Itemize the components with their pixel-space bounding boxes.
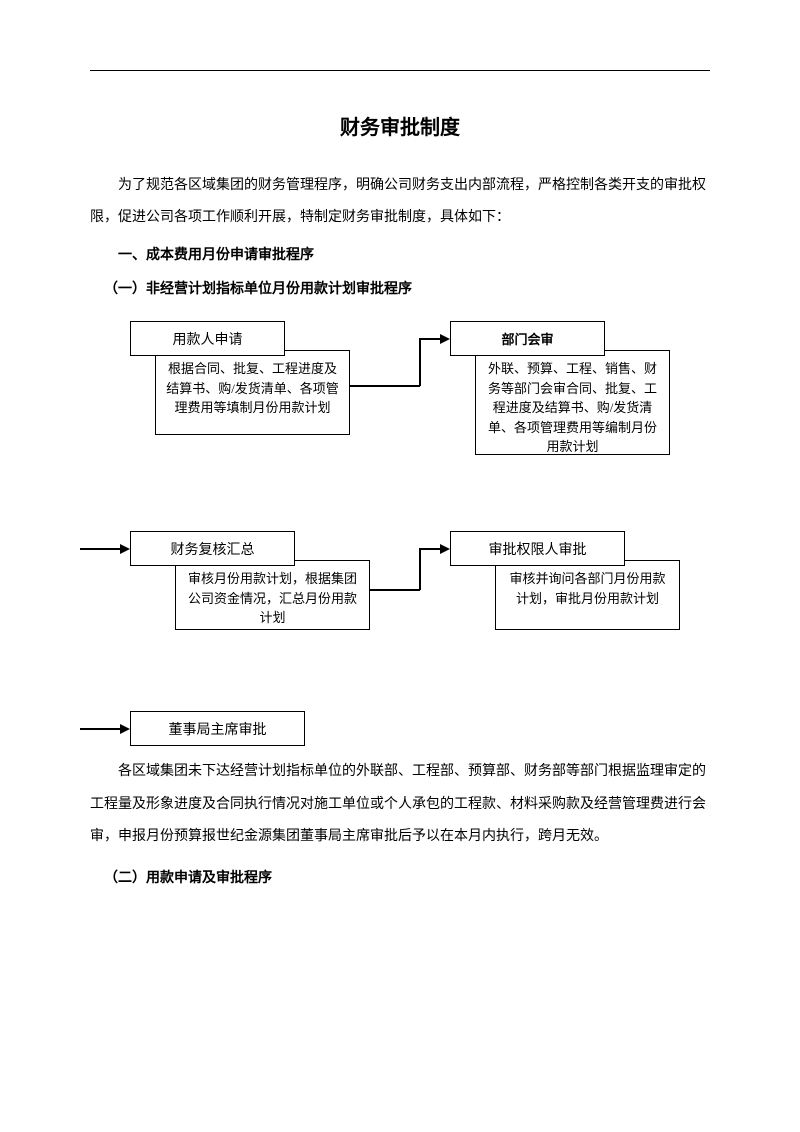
flowchart-node-title: 部门会审 bbox=[450, 321, 605, 356]
flowchart-node-desc: 外联、预算、工程、销售、财务等部门会审合同、批复、工程进度及结算书、购/发货清单… bbox=[475, 350, 670, 455]
flowchart-node-desc: 审核月份用款计划，根据集团公司资金情况，汇总月份用款计划 bbox=[175, 560, 370, 630]
flowchart-edge bbox=[350, 385, 420, 387]
flowchart-arrowhead bbox=[120, 724, 130, 734]
flowchart-edge bbox=[419, 338, 421, 386]
flowchart-node-title: 审批权限人审批 bbox=[450, 531, 625, 566]
page-container: 财务审批制度 为了规范各区域集团的财务管理程序，明确公司财务支出内部流程，严格控… bbox=[0, 0, 800, 887]
flowchart-edge bbox=[419, 548, 421, 590]
flowchart-edge bbox=[370, 589, 420, 591]
flowchart-edge bbox=[80, 728, 125, 730]
section-1-heading: 一、成本费用月份申请审批程序 bbox=[90, 244, 710, 264]
flowchart-node-title: 用款人申请 bbox=[130, 321, 285, 356]
header-rule bbox=[90, 70, 710, 71]
flowchart-arrowhead bbox=[120, 544, 130, 554]
flowchart-arrowhead bbox=[440, 544, 450, 554]
flowchart-node-desc: 审核并询问各部门月份用款计划，审批月份用款计划 bbox=[495, 560, 680, 630]
flowchart-container: 用款人申请 根据合同、批复、工程进度及结算书、购/发货清单、各项管理费用等填制月… bbox=[80, 316, 710, 806]
flowchart-node-desc: 根据合同、批复、工程进度及结算书、购/发货清单、各项管理费用等填制月份用款计划 bbox=[155, 350, 350, 435]
flowchart-node-title: 董事局主席审批 bbox=[130, 711, 305, 746]
subsection-1-1-heading: （一）非经营计划指标单位月份用款计划审批程序 bbox=[90, 278, 710, 298]
intro-paragraph: 为了规范各区域集团的财务管理程序，明确公司财务支出内部流程，严格控制各类开支的审… bbox=[90, 170, 710, 234]
flowchart-edge bbox=[80, 548, 125, 550]
flowchart-arrowhead bbox=[440, 334, 450, 344]
subsection-1-2-heading: （二）用款申请及审批程序 bbox=[90, 867, 710, 887]
document-title: 财务审批制度 bbox=[90, 111, 710, 140]
flowchart-node-title: 财务复核汇总 bbox=[130, 531, 295, 566]
